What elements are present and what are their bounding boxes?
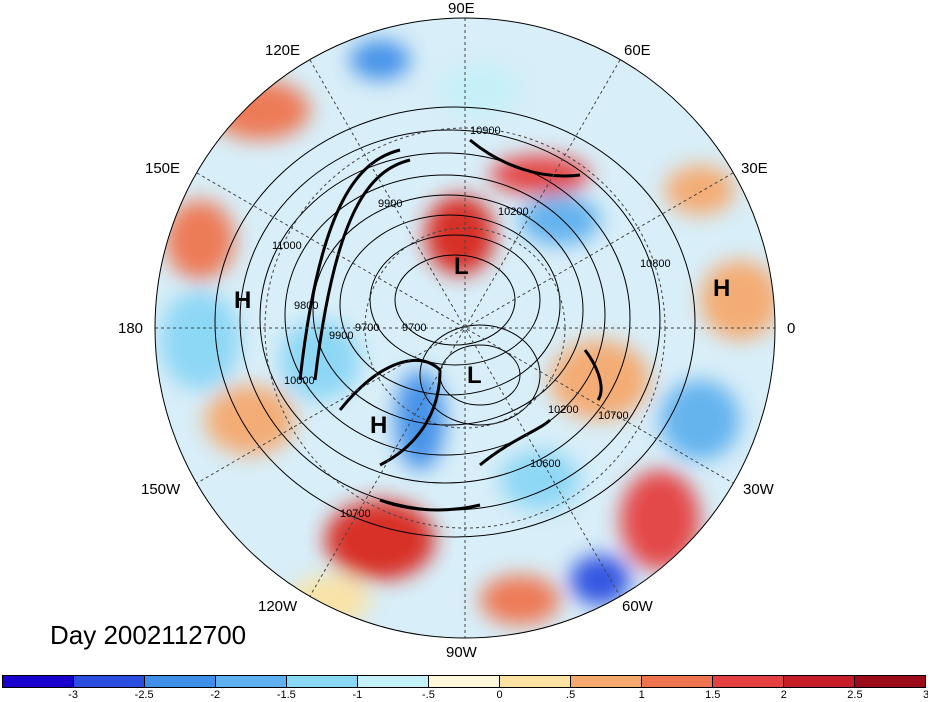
colorbar-tick-label: 1 [638,689,645,701]
contour-label: 10700 [598,410,629,422]
contour-label: 10800 [640,258,671,270]
contour-label: 11000 [272,240,302,252]
lon-label-150w: 150W [141,481,181,498]
lon-label-30e: 30E [741,160,768,177]
contour-label: 10200 [498,206,529,218]
colorbar-swatch [287,676,358,687]
jet-streaks [298,138,603,512]
colorbar-tick-label: 1.5 [705,689,721,701]
colorbar-swatch [642,676,713,687]
contour-label: 9800 [294,300,319,312]
colorbar-tick-label: -2.5 [134,689,154,701]
lon-label-120e: 120E [265,42,301,59]
high-pressure-center: H [370,412,388,439]
lon-label-90e: 90E [448,0,475,17]
colorbar-tick-label: -3 [68,689,78,701]
contour-label: 9700 [355,322,380,334]
colorbar-swatch [784,676,855,687]
contour-label: 10700 [340,508,371,520]
graticule [155,18,775,638]
lon-label-30w: 30W [743,481,774,498]
colorbar-tick-label: 3 [922,689,928,701]
lon-label-150e: 150E [145,160,181,177]
colorbar-tick-label: -2 [210,689,221,701]
colorbar [2,675,926,688]
colorbar-swatch [145,676,216,687]
colorbar-ticks: -3 -2.5 -2 -1.5 -1 -.5 0 .5 1 1.5 2 2.5 3 [2,689,928,702]
lon-label-180: 180 [118,320,144,337]
lon-label-60e: 60E [624,42,651,59]
lon-label-0: 0 [787,320,796,337]
contour-label: 10900 [470,125,501,137]
contour-label: 10000 [284,375,315,387]
low-pressure-center: L [454,253,469,280]
map-boundary [154,17,776,639]
day-label: Day 2002112700 [50,620,247,650]
colorbar-swatch [74,676,145,687]
colorbar-swatch [3,676,74,687]
colorbar-swatch [216,676,287,687]
anomaly-field [155,18,775,638]
colorbar-tick-label: -1.5 [276,689,296,701]
colorbar-tick-label: -1 [352,689,363,701]
contour-label: 10200 [548,404,579,416]
contour-label: 9900 [378,198,403,210]
high-pressure-center: H [713,275,731,302]
colorbar-tick-label: 0 [496,689,503,701]
colorbar-swatch [855,676,925,687]
contour-label: 9900 [329,330,354,342]
high-pressure-center: H [234,287,252,314]
low-pressure-center: L [467,362,482,389]
colorbar-swatch [500,676,571,687]
lon-label-60w: 60W [622,598,653,615]
colorbar-swatch [429,676,500,687]
contour-label: 9700 [402,322,427,334]
colorbar-tick-label: .5 [566,689,576,701]
colorbar-tick-label: 2.5 [847,689,863,701]
colorbar-swatch [713,676,784,687]
colorbar-swatch [571,676,642,687]
contour-label: 10600 [530,458,561,470]
colorbar-tick-label: 2 [780,689,787,701]
lon-label-120w: 120W [258,598,298,615]
lon-label-90w: 90W [446,644,477,661]
colorbar-swatch [358,676,429,687]
colorbar-tick-label: -.5 [422,689,435,701]
